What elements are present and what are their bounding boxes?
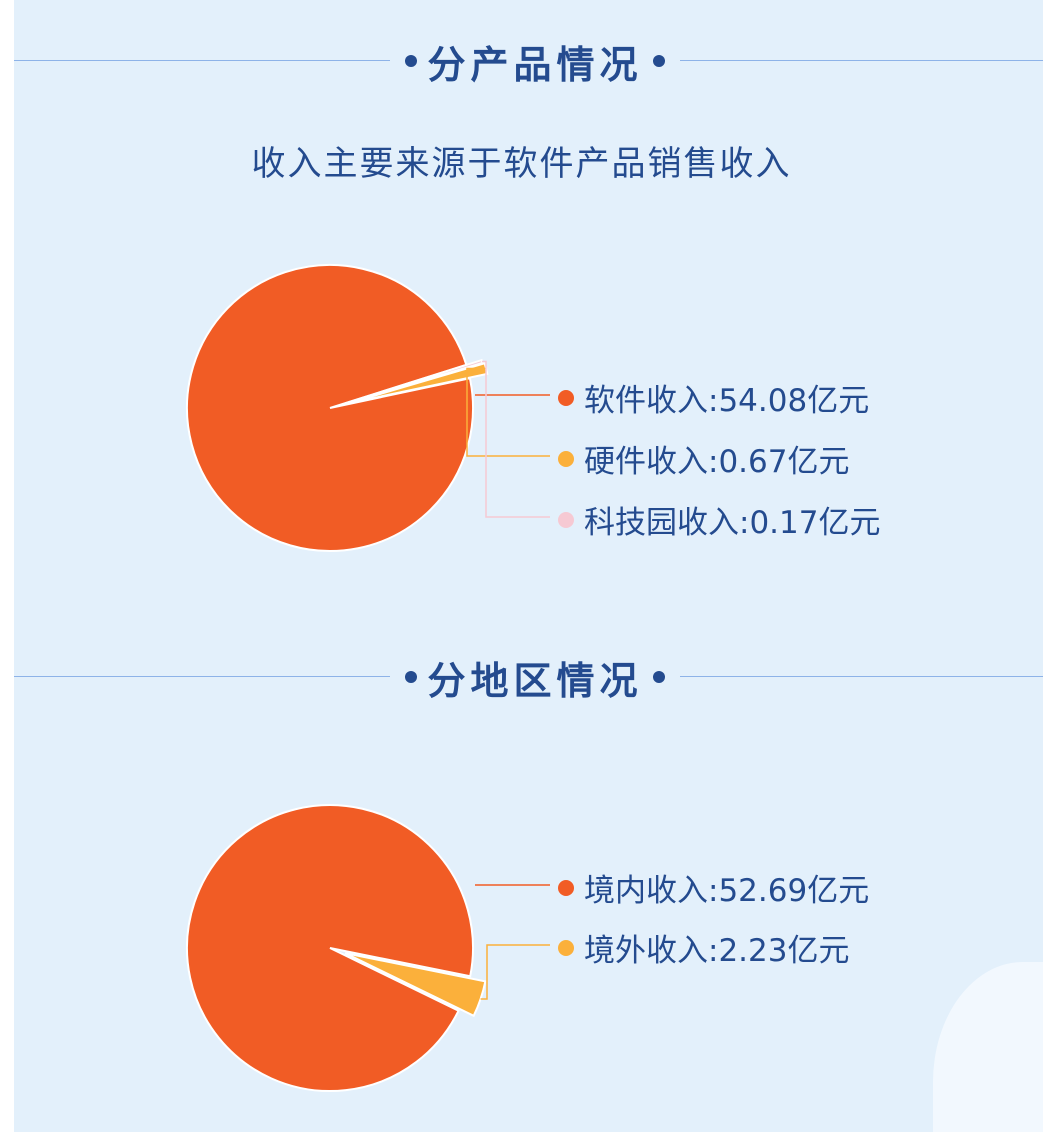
section-title-region: 分地区情况: [390, 652, 680, 703]
leader-line-0-1: [466, 367, 550, 457]
bullet-dot: [652, 55, 665, 67]
legend-item: 境外收入:2.23亿元: [558, 925, 849, 970]
product-subtitle: 收入主要来源于软件产品销售收入: [251, 144, 792, 184]
pie-slice-0-2: [344, 358, 484, 405]
legend-swatch: [558, 389, 574, 406]
pie-slice-1-0: [186, 804, 474, 1093]
section-title-product-text: 分产品情况: [427, 42, 643, 87]
section-title-region-text: 分地区情况: [427, 658, 643, 703]
legend-label: 境内收入:52.69亿元: [584, 873, 870, 909]
legend-item: 科技园收入:0.17亿元: [558, 497, 880, 542]
section-title-product: 分产品情况: [390, 36, 680, 87]
legend-swatch: [558, 511, 574, 528]
legend-label: 科技园收入:0.17亿元: [584, 505, 881, 541]
legend-swatch: [558, 450, 574, 467]
legend-label: 硬件收入:0.67亿元: [584, 444, 850, 480]
legend-swatch: [558, 939, 574, 956]
bullet-dot: [652, 671, 665, 683]
bullet-dot: [405, 671, 418, 683]
legend-item: 软件收入:54.08亿元: [558, 375, 869, 420]
bullet-dot: [405, 55, 418, 67]
pie-slice-0-0: [186, 264, 474, 552]
legend-swatch: [558, 879, 574, 896]
legend-item: 境内收入:52.69亿元: [558, 865, 869, 910]
leader-line-0-2: [482, 360, 550, 518]
leader-line-1-1: [480, 944, 550, 1000]
legend-item: 硬件收入:0.67亿元: [558, 436, 849, 481]
legend-label: 软件收入:54.08亿元: [584, 383, 870, 419]
background-panel: [14, 0, 1043, 1132]
legend-label: 境外收入:2.23亿元: [584, 933, 850, 969]
